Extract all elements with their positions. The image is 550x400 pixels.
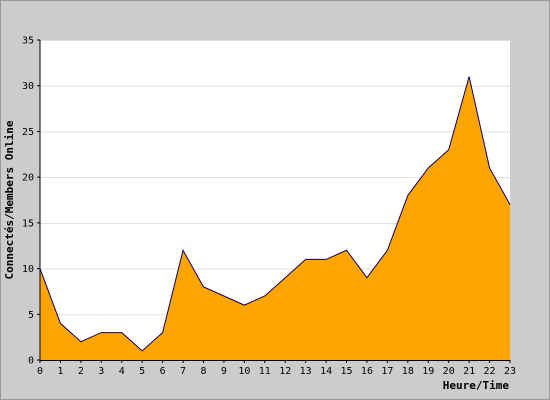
series-line [39, 76, 511, 352]
x-axis-title: Heure/Time [443, 379, 510, 392]
series-area [40, 76, 510, 361]
x-tick-label: 23 [504, 366, 516, 377]
y-tick-label: 30 [22, 81, 34, 92]
x-tick-label: 20 [443, 366, 455, 377]
x-tick-label: 10 [238, 366, 250, 377]
x-tick-label: 13 [300, 366, 312, 377]
x-tick-label: 3 [98, 366, 104, 377]
x-tick-label: 21 [463, 366, 475, 377]
x-tick-label: 8 [200, 366, 206, 377]
y-tick-label: 0 [28, 356, 34, 367]
x-tick-label: 15 [340, 366, 352, 377]
x-tick-label: 1 [57, 366, 63, 377]
x-tick-label: 17 [381, 366, 393, 377]
y-tick-label: 5 [28, 310, 34, 321]
x-tick-label: 22 [484, 366, 496, 377]
x-tick-label: 14 [320, 366, 332, 377]
y-tick-label: 15 [22, 218, 34, 229]
x-tick-label: 0 [37, 366, 43, 377]
x-tick-label: 7 [180, 366, 186, 377]
y-tick-label: 25 [22, 127, 34, 138]
x-tick-label: 4 [119, 366, 125, 377]
x-tick-label: 5 [139, 366, 145, 377]
x-tick-label: 19 [422, 366, 434, 377]
x-tick-label: 9 [221, 366, 227, 377]
y-axis-title: Connectés/Members Online [3, 120, 16, 279]
x-tick-label: 6 [160, 366, 166, 377]
x-tick-label: 2 [78, 366, 84, 377]
x-tick-label: 11 [259, 366, 271, 377]
x-tick-label: 18 [402, 366, 414, 377]
axes [37, 39, 511, 363]
x-tick-label: 16 [361, 366, 373, 377]
y-tick-label: 10 [22, 264, 34, 275]
y-tick-label: 35 [22, 36, 34, 47]
x-tick-label: 12 [279, 366, 291, 377]
y-tick-label: 20 [22, 173, 34, 184]
